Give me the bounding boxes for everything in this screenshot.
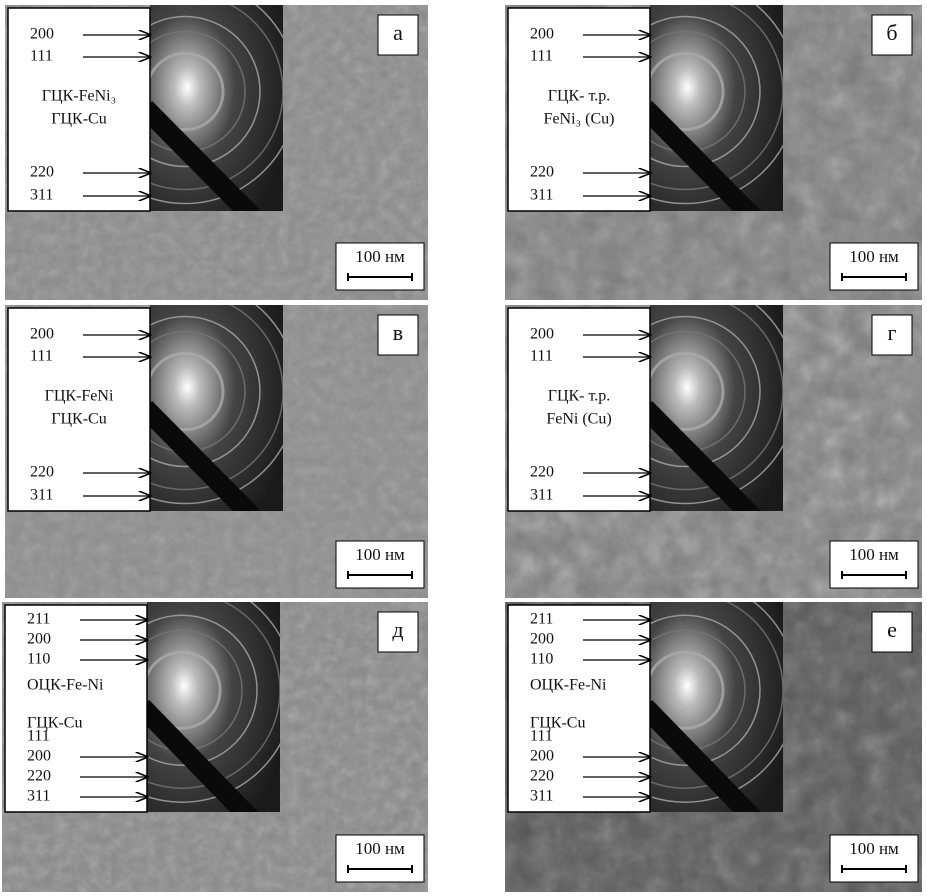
reflection-label: 211 — [27, 611, 50, 628]
reflection-label: 220 — [530, 464, 554, 481]
reflection-label: 200 — [27, 748, 51, 765]
phase-label: ГЦК-FeNi — [45, 388, 114, 405]
phase-label: ОЦК-Fe-Ni — [27, 677, 104, 694]
phase-label: ГЦК-Cu — [51, 111, 106, 128]
reflection-label: 111 — [530, 348, 553, 365]
scale-label: 100 нм — [355, 247, 405, 266]
reflection-label: 220 — [30, 464, 54, 481]
reflection-label: 211 — [530, 611, 553, 628]
reflection-label: 200 — [530, 748, 554, 765]
scale-label: 100 нм — [355, 545, 405, 564]
figure: 200 111 ГЦК-FeNi₃ ГЦК-Cu 220 311 а 100 нм 200 111… — [0, 0, 927, 896]
panel: 211200110ОЦК-Fe-NiГЦК-Cu111200220311е100… — [505, 578, 922, 892]
phase-label: ГЦК-FeNi₃ — [42, 88, 116, 105]
reflection-label: 220 — [27, 768, 51, 785]
reflection-label: 110 — [27, 651, 50, 668]
reflection-label: 200 — [530, 326, 554, 343]
panel: 200 111 ГЦК- т.р. FeNi₃ (Cu) 220 311 б 100 нм — [505, 0, 922, 300]
reflection-label: 220 — [530, 164, 554, 181]
reflection-label: 311 — [27, 788, 50, 805]
scale-label: 100 нм — [849, 545, 899, 564]
phase-label: ГЦК-Cu — [51, 411, 106, 428]
reflection-label: 111 — [530, 48, 553, 65]
reflection-label: 110 — [530, 651, 553, 668]
phase-label: FeNi (Cu) — [546, 411, 611, 428]
scale-label: 100 нм — [849, 247, 899, 266]
panel: 200 111 ГЦК-FeNi₃ ГЦК-Cu 220 311 а 100 нм — [5, 0, 428, 300]
phase-label: FeNi₃ (Cu) — [544, 111, 615, 128]
panel-letter: а — [393, 20, 403, 45]
panel-letter: в — [393, 320, 403, 345]
reflection-label: 111 — [30, 48, 53, 65]
phase-label: ГЦК- т.р. — [548, 88, 611, 105]
panel-letter: е — [887, 617, 897, 642]
reflection-label: 311 — [530, 187, 553, 204]
phase-label: 111 — [530, 728, 553, 745]
phase-label: 111 — [27, 728, 50, 745]
reflection-label: 200 — [530, 26, 554, 43]
panel-letter: г — [887, 320, 896, 345]
phase-label: ОЦК-Fe-Ni — [530, 677, 607, 694]
panel: 200 111 ГЦК-FeNi ГЦК-Cu 220 311 в 100 нм — [5, 280, 428, 598]
reflection-label: 200 — [30, 326, 54, 343]
reflection-label: 311 — [30, 487, 53, 504]
reflection-label: 200 — [27, 631, 51, 648]
panel-letter: б — [886, 20, 897, 45]
reflection-label: 111 — [30, 348, 53, 365]
phase-label: ГЦК- т.р. — [548, 388, 611, 405]
reflection-label: 311 — [530, 487, 553, 504]
reflection-label: 311 — [30, 187, 53, 204]
scale-label: 100 нм — [355, 839, 405, 858]
scale-label: 100 нм — [849, 839, 899, 858]
panel: 200 111 ГЦК- т.р. FeNi (Cu) 220 311 г 100 нм — [505, 280, 922, 598]
reflection-label: 220 — [530, 768, 554, 785]
panel-letter: д — [392, 617, 403, 642]
reflection-label: 200 — [30, 26, 54, 43]
reflection-label: 311 — [530, 788, 553, 805]
reflection-label: 220 — [30, 164, 54, 181]
panel: 211200110ОЦК-Fe-NiГЦК-Cu111200220311д100… — [2, 578, 428, 892]
reflection-label: 200 — [530, 631, 554, 648]
